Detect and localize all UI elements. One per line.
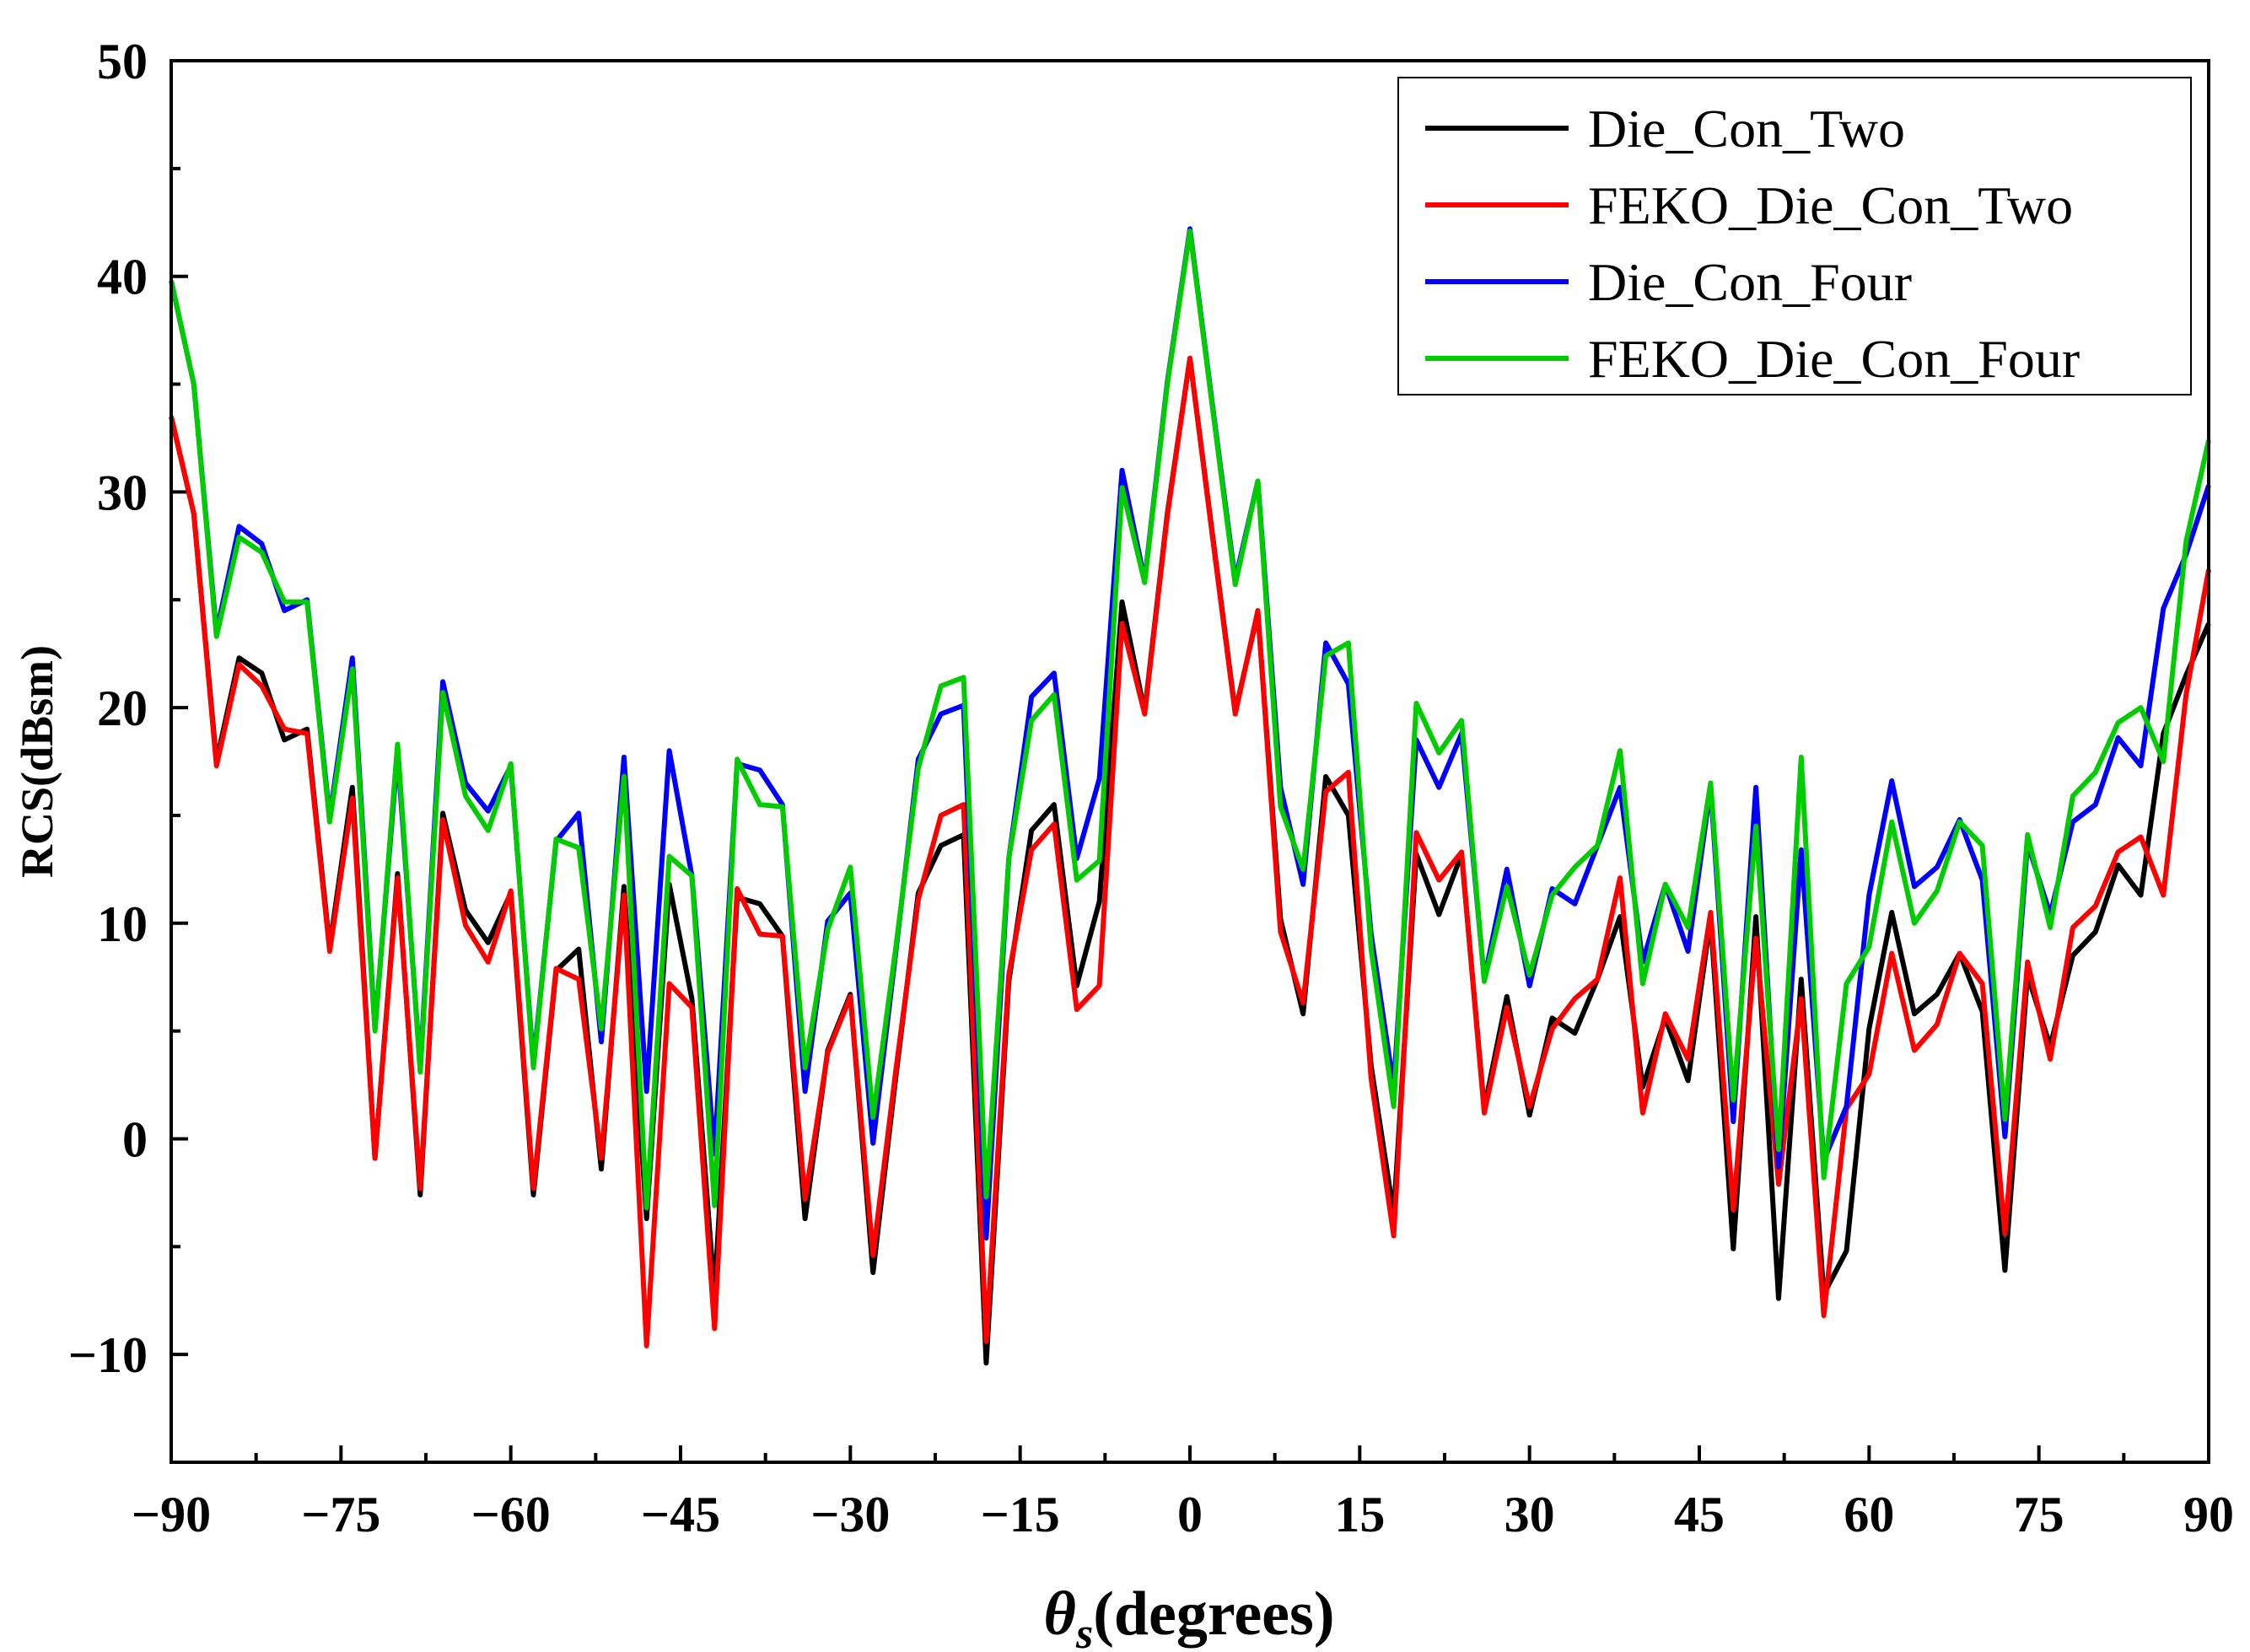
legend-label: Die_Con_Four [1588,252,1912,312]
x-tick-label: 30 [1504,1487,1555,1542]
x-tick-label: −60 [471,1487,551,1542]
x-tick-label: 75 [2014,1487,2064,1542]
x-tick-label: −45 [641,1487,720,1542]
legend-label: FEKO_Die_Con_Two [1588,175,2073,235]
x-tick-label: 15 [1334,1487,1385,1542]
legend-label: FEKO_Die_Con_Four [1588,329,2080,389]
axis-ticks [170,59,2210,1464]
x-tick-label: −30 [810,1487,890,1542]
y-tick-label: 10 [97,896,148,952]
x-tick-label: 90 [2183,1487,2234,1542]
y-tick-label: −10 [68,1327,148,1383]
legend: Die_Con_Two FEKO_Die_Con_Two Die_Con_Four F… [1397,77,2192,396]
series-line-feko-die-con-two [169,355,2211,1348]
x-axis-symbol: θ [1044,1579,1076,1649]
y-tick-label: 0 [122,1111,148,1167]
x-tick-label: 60 [1844,1487,1894,1542]
x-tick-label: −15 [981,1487,1060,1542]
tick-labels: −90 −75 −60 −45 −30 −15 0 15 30 45 60 75 90 −10 0 10 20 3… [68,34,2234,1542]
x-axis-unit: (degrees) [1093,1579,1334,1649]
series-line-feko-die-con-four [169,229,2211,1211]
y-tick-label: 40 [97,250,148,305]
series-lines [169,226,2211,1366]
x-axis-title: θs(degrees) [1044,1579,1335,1652]
y-tick-label: 50 [97,34,148,89]
x-tick-label: −75 [301,1487,380,1542]
legend-label: Die_Con_Two [1588,99,1905,159]
y-axis-title: RCS(dBsm) [12,645,62,878]
plot-frame [170,59,2210,1464]
x-axis-subscript: s [1075,1610,1093,1652]
y-tick-label: 30 [97,465,148,520]
x-tick-label: −90 [132,1487,211,1542]
x-tick-label: 45 [1674,1487,1725,1542]
x-tick-label: 0 [1177,1487,1203,1542]
y-tick-label: 20 [97,681,148,736]
